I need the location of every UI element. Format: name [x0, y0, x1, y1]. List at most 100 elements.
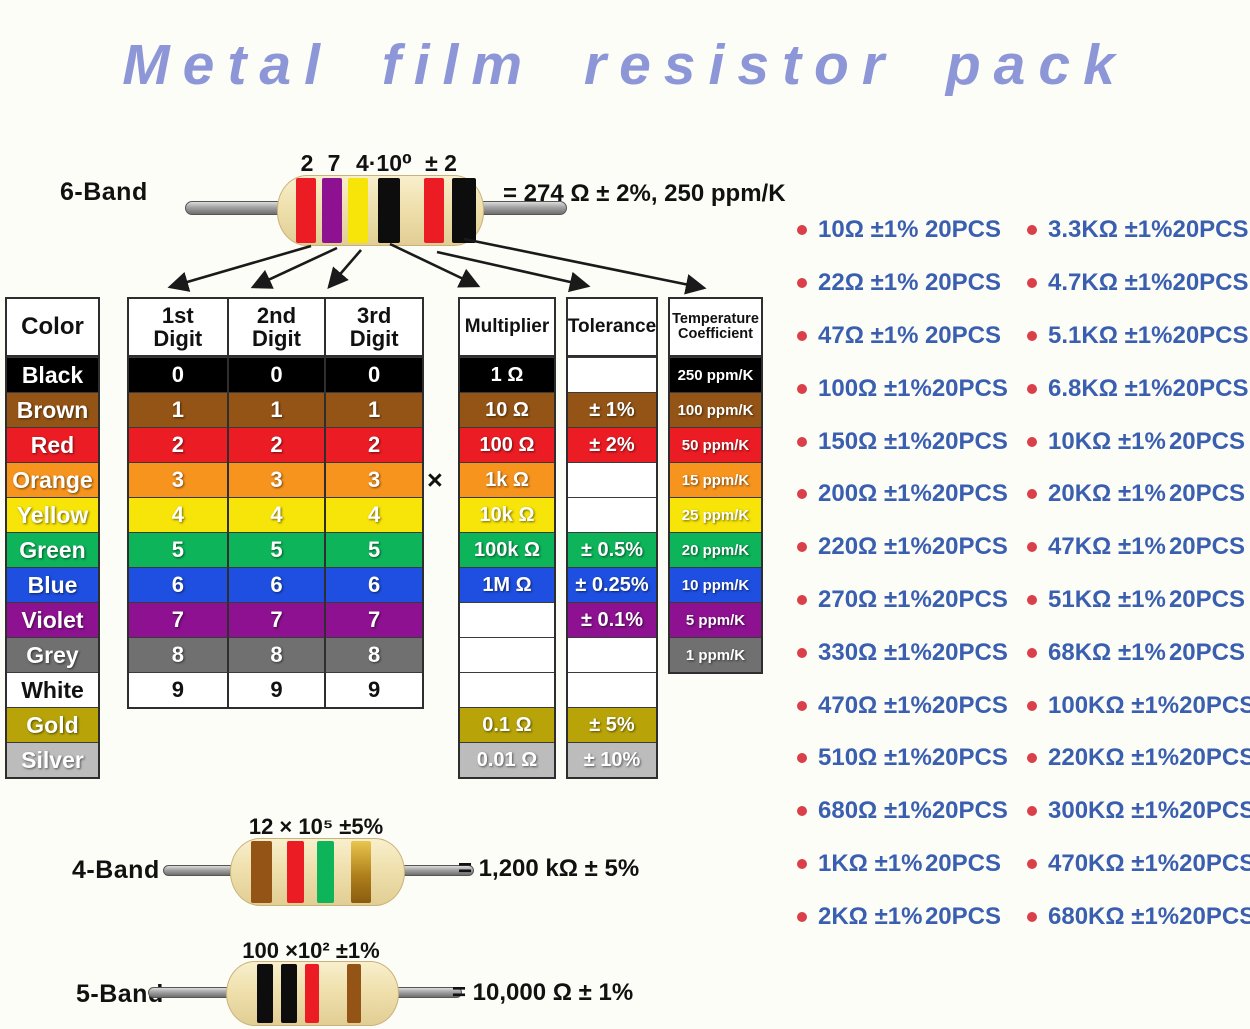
pack-item-value: 510Ω ±1% — [818, 744, 932, 772]
digit-cell: 4 — [129, 497, 227, 532]
pack-item-value: 470KΩ ±1% — [1048, 849, 1180, 877]
color-swatch-orange: Orange — [7, 462, 98, 497]
pack-list-item: 100KΩ ±1% 20PCS — [1027, 679, 1250, 732]
color-column: Color Black Brown Red Orange Yellow Green Blue… — [5, 297, 100, 779]
tempco-cell-violet: 5 ppm/K — [670, 602, 761, 637]
color-swatch-white: White — [7, 672, 98, 707]
pack-item-qty: 20PCS — [931, 533, 1008, 561]
pack-item-value: 470Ω ±1% — [818, 691, 932, 719]
red-band — [305, 964, 319, 1023]
color-swatch-violet: Violet — [7, 602, 98, 637]
pack-item-value: 4.7KΩ ±1% — [1048, 269, 1173, 297]
bullet-icon — [797, 278, 807, 289]
pack-item-qty: 20PCS — [931, 374, 1008, 402]
yellow-band — [348, 178, 368, 243]
pack-item-value: 100KΩ ±1% — [1048, 691, 1180, 719]
digit-cell: 2 — [226, 427, 325, 462]
digit-cell: 0 — [324, 357, 422, 392]
temperature-coefficient-column: Temperature Coefficient 250 ppm/K 100 ppm… — [668, 297, 763, 674]
pack-list-item: 4.7KΩ ±1% 20PCS — [1027, 257, 1249, 310]
pack-list-item: 470Ω ±1% 20PCS — [797, 679, 1008, 732]
pack-item-value: 20KΩ ±1% — [1048, 480, 1166, 508]
tolerance-cell-gold: ± 5% — [568, 707, 656, 742]
bullet-icon — [797, 330, 807, 341]
pack-item-value: 6.8KΩ ±1% — [1048, 374, 1173, 402]
digit-cell: 3 — [324, 462, 422, 497]
tempco-cell-grey: 1 ppm/K — [670, 637, 761, 672]
pack-item-value: 680KΩ ±1% — [1048, 902, 1180, 930]
bullet-icon — [1027, 700, 1037, 711]
tolerance-cell-blue: ± 0.25% — [568, 567, 656, 602]
multiplier-cell-yellow: 10k Ω — [460, 497, 554, 532]
digit-cell: 2 — [324, 427, 422, 462]
four-band-resistor-body — [230, 838, 405, 906]
tempco-column-header: Temperature Coefficient — [670, 299, 761, 357]
bullet-icon — [1027, 647, 1037, 658]
six-band-digit3-multiplier-label: 4·10⁰ — [355, 150, 413, 176]
tolerance-cell-green: ± 0.5% — [568, 532, 656, 567]
tempco-cell-blue: 10 ppm/K — [670, 567, 761, 602]
tempco-cell-orange: 15 ppm/K — [670, 462, 761, 497]
pack-list-column-1: 10Ω ±1% 20PCS 22Ω ±1% 20PCS 47Ω ±1% 20PCS 100Ω… — [797, 204, 1008, 943]
bullet-icon — [1027, 858, 1037, 869]
pack-item-value: 5.1KΩ ±1% — [1048, 321, 1173, 349]
tolerance-cell-red: ± 2% — [568, 427, 656, 462]
pack-item-qty: 20PCS — [931, 691, 1008, 719]
digit-cell: 1 — [324, 392, 422, 427]
pack-item-value: 10Ω ±1% — [818, 216, 919, 244]
pack-item-qty: 20PCS — [931, 480, 1008, 508]
tolerance-cell-yellow — [568, 497, 656, 532]
pack-list-item: 300KΩ ±1% 20PCS — [1027, 785, 1250, 838]
red-band — [424, 178, 444, 243]
bullet-icon — [797, 383, 807, 394]
digit-cell: 8 — [226, 637, 325, 672]
bullet-icon — [1027, 225, 1037, 236]
six-band-resistor-body — [277, 175, 484, 246]
pack-item-qty: 20PCS — [1179, 797, 1250, 825]
bullet-icon — [1027, 330, 1037, 341]
color-swatch-red: Red — [7, 427, 98, 462]
pack-item-value: 300KΩ ±1% — [1048, 797, 1180, 825]
black-band — [281, 964, 297, 1023]
multiplier-cell-gold: 0.1 Ω — [460, 707, 554, 742]
pack-item-value: 220Ω ±1% — [818, 533, 932, 561]
multiplier-cell-blue: 1M Ω — [460, 567, 554, 602]
bullet-icon — [797, 700, 807, 711]
bullet-icon — [797, 753, 807, 764]
digit-cell: 8 — [129, 637, 227, 672]
pack-list-item: 10KΩ ±1% 20PCS — [1027, 415, 1245, 468]
color-swatch-grey: Grey — [7, 637, 98, 672]
pack-list-item: 22Ω ±1% 20PCS — [797, 257, 1001, 310]
bullet-icon — [797, 806, 807, 817]
pack-item-value: 270Ω ±1% — [818, 585, 932, 613]
bullet-icon — [797, 225, 807, 236]
five-band-resistor-body — [226, 961, 399, 1026]
pack-item-qty: 20PCS — [1172, 321, 1249, 349]
pack-list-item: 270Ω ±1% 20PCS — [797, 574, 1008, 627]
bullet-icon — [1027, 911, 1037, 922]
digit-cell: 0 — [129, 357, 227, 392]
black-band — [378, 178, 400, 243]
four-band-result-value: = 1,200 kΩ ± 5% — [458, 855, 640, 882]
pack-item-qty: 20PCS — [1172, 269, 1249, 297]
bullet-icon — [1027, 542, 1037, 553]
pack-list-item: 6.8KΩ ±1% 20PCS — [1027, 362, 1249, 415]
pack-item-qty: 20PCS — [924, 216, 1001, 244]
bullet-icon — [797, 858, 807, 869]
pack-item-qty: 20PCS — [931, 797, 1008, 825]
multiplier-column: Multiplier 1 Ω 10 Ω 100 Ω 1k Ω 10k Ω 100k Ω 1M… — [458, 297, 556, 779]
pack-list-item: 680Ω ±1% 20PCS — [797, 785, 1008, 838]
pack-list-item: 51KΩ ±1% 20PCS — [1027, 574, 1245, 627]
tolerance-cell-orange — [568, 462, 656, 497]
pack-item-qty: 20PCS — [1179, 849, 1250, 877]
digit-cell: 0 — [226, 357, 325, 392]
pack-item-qty: 20PCS — [1172, 216, 1249, 244]
digit-cell: 3 — [129, 462, 227, 497]
pack-item-qty: 20PCS — [924, 321, 1001, 349]
